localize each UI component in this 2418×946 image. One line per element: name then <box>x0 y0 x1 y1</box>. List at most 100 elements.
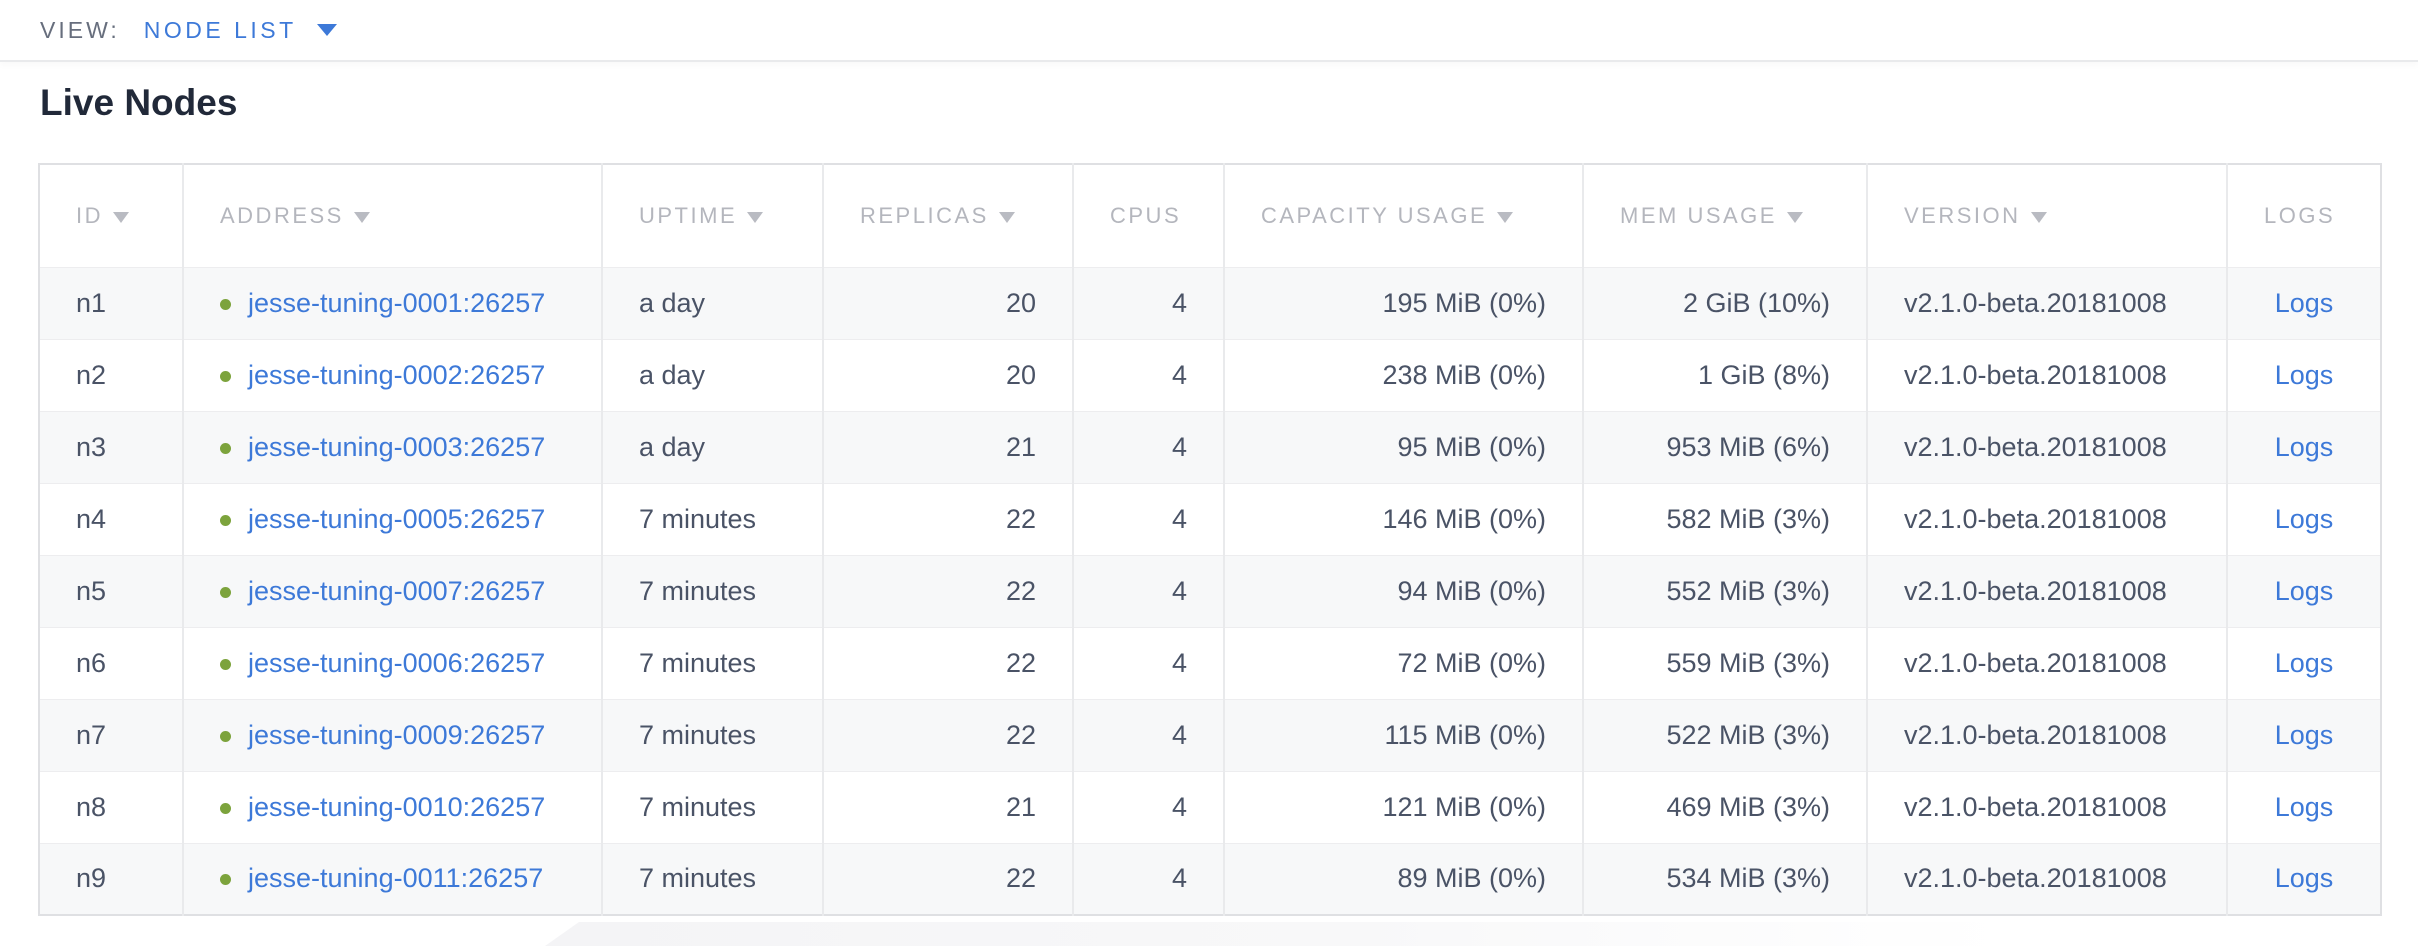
node-address-link[interactable]: jesse-tuning-0011:26257 <box>248 863 544 894</box>
cell-value: 115 MiB (0%) <box>1384 719 1546 750</box>
cell-replicas: 20 <box>822 267 1073 339</box>
cell-logs: Logs <box>2226 338 2381 411</box>
column-label: ADDRESS <box>220 202 344 228</box>
logs-link[interactable]: Logs <box>2274 503 2334 534</box>
cell-value: n7 <box>76 719 107 750</box>
cell-value: n9 <box>76 863 107 894</box>
cell-value: n6 <box>76 647 107 678</box>
cell-value: n5 <box>76 575 107 606</box>
cell-address: jesse-tuning-0007:26257 <box>182 554 602 627</box>
table-row: n1 jesse-tuning-0001:26257 a day 20 4 195 MiB… <box>39 267 2381 339</box>
cell-value: 20 <box>1005 287 1036 318</box>
sort-desc-icon <box>113 211 129 223</box>
cell-mem: 953 MiB (6%) <box>1582 410 1867 483</box>
cell-logs: Logs <box>2226 410 2381 483</box>
table-row: n3 jesse-tuning-0003:26257 a day 21 4 95 MiB … <box>39 410 2381 483</box>
cell-value: 4 <box>1171 287 1187 318</box>
cell-address: jesse-tuning-0011:26257 <box>182 842 602 915</box>
cell-value: 22 <box>1005 719 1036 750</box>
cell-uptime: a day <box>601 338 823 411</box>
live-status-dot-icon <box>220 442 231 454</box>
cell-value: 7 minutes <box>639 647 757 678</box>
column-header-mem[interactable]: MEM USAGE <box>1582 164 1867 268</box>
cell-mem: 534 MiB (3%) <box>1582 842 1867 915</box>
cell-mem: 582 MiB (3%) <box>1582 482 1867 555</box>
live-nodes-table: ID ADDRESS UPTIME REPLICAS CPUS CAPACITY USAG… <box>38 163 2382 916</box>
node-address-link[interactable]: jesse-tuning-0006:26257 <box>248 647 546 678</box>
view-label: VIEW: <box>40 16 120 43</box>
sort-desc-icon <box>998 211 1015 223</box>
logs-link[interactable]: Logs <box>2274 287 2334 318</box>
logs-link[interactable]: Logs <box>2274 575 2334 606</box>
cell-value: 238 MiB (0%) <box>1382 359 1546 390</box>
cell-value: 4 <box>1171 791 1187 822</box>
logs-link[interactable]: Logs <box>2274 719 2334 750</box>
cell-logs: Logs <box>2226 770 2381 843</box>
logs-link[interactable]: Logs <box>2274 647 2334 678</box>
node-address-link[interactable]: jesse-tuning-0005:26257 <box>248 503 546 534</box>
live-status-dot-icon <box>220 658 231 670</box>
view-selector-dropdown[interactable]: NODE LIST <box>144 17 337 44</box>
live-status-dot-icon <box>220 514 231 526</box>
cell-value: 7 minutes <box>639 503 757 534</box>
sort-desc-icon <box>1786 211 1803 223</box>
bottom-peek-element <box>545 922 2010 946</box>
logs-link[interactable]: Logs <box>2274 791 2334 822</box>
logs-link[interactable]: Logs <box>2274 431 2334 462</box>
column-header-cpus: CPUS <box>1072 164 1224 268</box>
column-header-logs: LOGS <box>2226 164 2381 268</box>
column-header-uptime[interactable]: UPTIME <box>601 164 823 268</box>
live-status-dot-icon <box>220 370 231 382</box>
cell-value: 21 <box>1005 791 1036 822</box>
logs-link[interactable]: Logs <box>2274 863 2334 894</box>
view-selected-value: NODE LIST <box>143 16 297 43</box>
node-address-link[interactable]: jesse-tuning-0009:26257 <box>248 719 546 750</box>
cell-mem: 552 MiB (3%) <box>1582 554 1867 627</box>
cell-value: n8 <box>76 791 107 822</box>
column-label: CAPACITY USAGE <box>1261 202 1488 228</box>
column-header-capacity[interactable]: CAPACITY USAGE <box>1223 164 1583 268</box>
cell-mem: 559 MiB (3%) <box>1582 626 1867 699</box>
logs-link[interactable]: Logs <box>2274 359 2334 390</box>
cell-version: v2.1.0-beta.20181008 <box>1866 770 2227 843</box>
cell-logs: Logs <box>2226 626 2381 699</box>
cell-capacity: 195 MiB (0%) <box>1223 267 1583 339</box>
cell-id: n4 <box>39 482 183 555</box>
cell-replicas: 22 <box>822 626 1073 699</box>
table-header-row: ID ADDRESS UPTIME REPLICAS CPUS CAPACITY USAG… <box>39 164 2381 268</box>
cell-version: v2.1.0-beta.20181008 <box>1866 554 2227 627</box>
cell-value: 72 MiB (0%) <box>1397 647 1546 678</box>
table-row: n2 jesse-tuning-0002:26257 a day 20 4 238 MiB… <box>39 338 2381 411</box>
node-address-link[interactable]: jesse-tuning-0007:26257 <box>248 575 546 606</box>
cell-value: n2 <box>76 359 107 390</box>
node-address-link[interactable]: jesse-tuning-0010:26257 <box>248 791 546 822</box>
cell-capacity: 89 MiB (0%) <box>1223 842 1583 915</box>
node-address-link[interactable]: jesse-tuning-0003:26257 <box>248 431 546 462</box>
cell-uptime: 7 minutes <box>601 770 823 843</box>
cell-value: 4 <box>1171 503 1187 534</box>
column-label: REPLICAS <box>860 202 989 228</box>
live-status-dot-icon <box>220 298 231 310</box>
table-row: n6 jesse-tuning-0006:26257 7 minutes 22 4 72 … <box>39 626 2381 699</box>
cell-address: jesse-tuning-0002:26257 <box>182 338 602 411</box>
cell-value: v2.1.0-beta.20181008 <box>1904 503 2167 534</box>
cell-value: 7 minutes <box>639 719 757 750</box>
cell-value: 4 <box>1171 431 1187 462</box>
cell-value: v2.1.0-beta.20181008 <box>1904 863 2167 894</box>
column-header-replicas[interactable]: REPLICAS <box>822 164 1073 268</box>
cell-uptime: 7 minutes <box>601 554 823 627</box>
cell-id: n7 <box>39 698 183 771</box>
column-header-version[interactable]: VERSION <box>1866 164 2227 268</box>
cell-capacity: 94 MiB (0%) <box>1223 554 1583 627</box>
table-row: n9 jesse-tuning-0011:26257 7 minutes 22 4 89 … <box>39 842 2381 915</box>
live-status-dot-icon <box>220 730 231 742</box>
column-header-id[interactable]: ID <box>39 164 183 268</box>
node-address-link[interactable]: jesse-tuning-0002:26257 <box>248 359 546 390</box>
column-header-address[interactable]: ADDRESS <box>182 164 602 268</box>
cell-mem: 469 MiB (3%) <box>1582 770 1867 843</box>
cell-capacity: 95 MiB (0%) <box>1223 410 1583 483</box>
cell-value: 94 MiB (0%) <box>1397 575 1546 606</box>
node-address-link[interactable]: jesse-tuning-0001:26257 <box>248 287 546 318</box>
cell-uptime: 7 minutes <box>601 626 823 699</box>
cell-value: 582 MiB (3%) <box>1666 503 1830 534</box>
